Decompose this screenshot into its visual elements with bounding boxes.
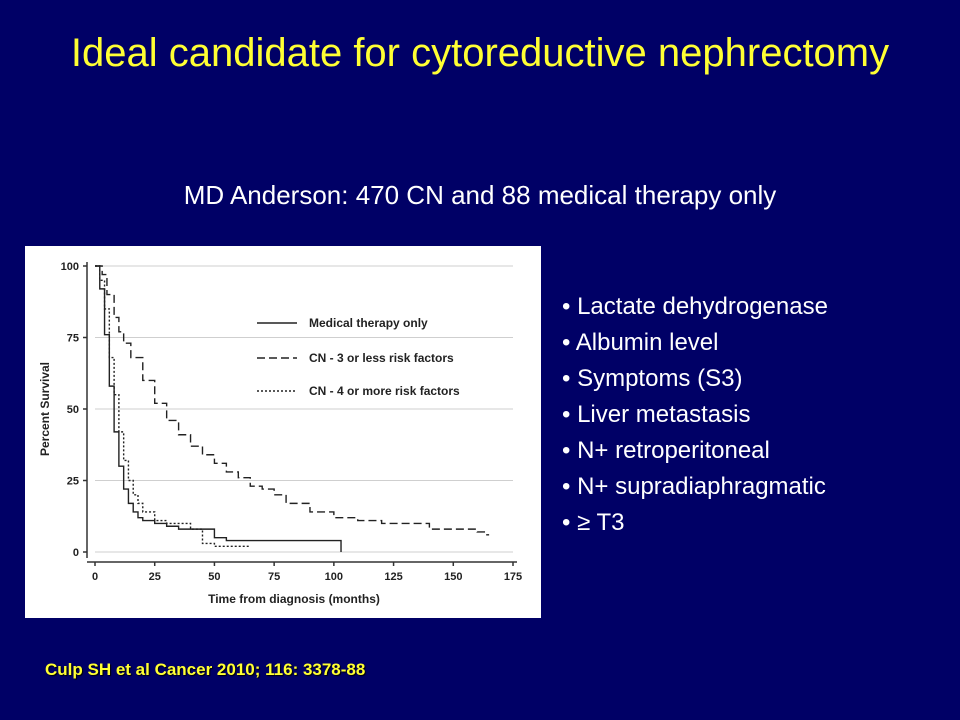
x-tick-label: 175 (504, 571, 522, 583)
risk-factor-item: N+ supradiaphragmatic (562, 469, 828, 505)
risk-factor-item: N+ retroperitoneal (562, 433, 828, 469)
x-tick-label: 25 (149, 571, 161, 583)
survival-chart: 0 25 50 75 100 0 25 50 75 100 125 150 175 Time from d… (25, 246, 541, 618)
slide-subtitle: MD Anderson: 470 CN and 88 medical thera… (183, 180, 777, 210)
risk-factor-item: Liver metastasis (562, 397, 828, 433)
legend-label: CN - 3 or less risk factors (309, 351, 454, 365)
slide-title: Ideal candidate for cytoreductive nephre… (70, 31, 890, 75)
x-tick-label: 100 (325, 571, 343, 583)
y-tick-label: 100 (61, 261, 79, 273)
citation: Culp SH et al Cancer 2010; 116: 3378-88 (45, 660, 366, 679)
x-tick-label: 125 (384, 571, 402, 583)
x-tick-label: 150 (444, 571, 462, 583)
risk-factor-item: Albumin level (562, 325, 828, 361)
risk-factor-item: ≥ T3 (562, 505, 828, 541)
survival-chart-svg: 0 25 50 75 100 0 25 50 75 100 125 150 175 Time from d… (38, 261, 522, 606)
legend-label: Medical therapy only (309, 316, 428, 330)
x-tick-label: 50 (208, 571, 220, 583)
y-tick-label: 50 (67, 404, 79, 416)
y-tick-label: 75 (67, 333, 79, 345)
y-axis-label: Percent Survival (38, 362, 52, 456)
risk-factor-item: Lactate dehydrogenase (562, 289, 828, 325)
x-tick-label: 75 (268, 571, 280, 583)
x-tick-label: 0 (92, 571, 98, 583)
series-line-2 (95, 265, 490, 536)
legend-label: CN - 4 or more risk factors (309, 384, 460, 398)
series-line-3 (95, 265, 251, 547)
risk-factor-list: Lactate dehydrogenase Albumin level Symp… (562, 289, 828, 541)
y-tick-label: 0 (73, 547, 79, 559)
x-axis-label: Time from diagnosis (months) (208, 592, 380, 606)
y-tick-label: 25 (67, 476, 79, 488)
risk-factor-item: Symptoms (S3) (562, 361, 828, 397)
